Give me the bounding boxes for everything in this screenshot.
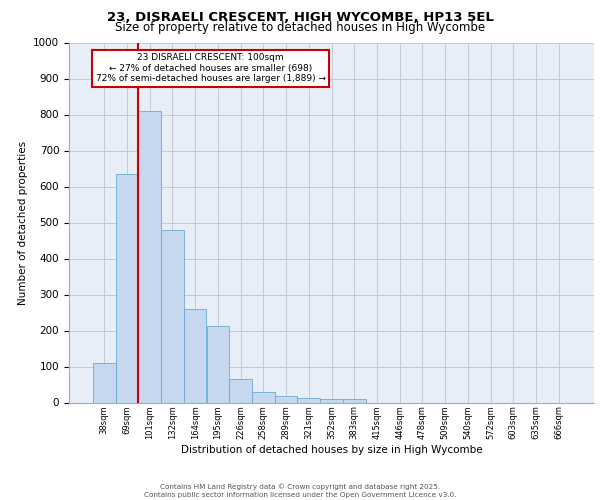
Bar [161, 230, 184, 402]
Bar [320, 399, 343, 402]
Bar [184, 309, 206, 402]
Bar [275, 396, 298, 402]
Text: Size of property relative to detached houses in High Wycombe: Size of property relative to detached ho… [115, 21, 485, 34]
Text: 23, DISRAELI CRESCENT, HIGH WYCOMBE, HP13 5EL: 23, DISRAELI CRESCENT, HIGH WYCOMBE, HP1… [107, 11, 493, 24]
Bar [252, 392, 275, 402]
Bar [229, 379, 252, 402]
Bar [206, 326, 229, 402]
Bar [139, 111, 161, 403]
Y-axis label: Number of detached properties: Number of detached properties [17, 140, 28, 304]
X-axis label: Distribution of detached houses by size in High Wycombe: Distribution of detached houses by size … [181, 445, 482, 455]
Text: Contains HM Land Registry data © Crown copyright and database right 2025.
Contai: Contains HM Land Registry data © Crown c… [144, 484, 456, 498]
Text: 23 DISRAELI CRESCENT: 100sqm
← 27% of detached houses are smaller (698)
72% of s: 23 DISRAELI CRESCENT: 100sqm ← 27% of de… [96, 54, 326, 83]
Bar [298, 398, 320, 402]
Bar [93, 363, 116, 403]
Bar [343, 399, 365, 402]
Bar [116, 174, 139, 402]
